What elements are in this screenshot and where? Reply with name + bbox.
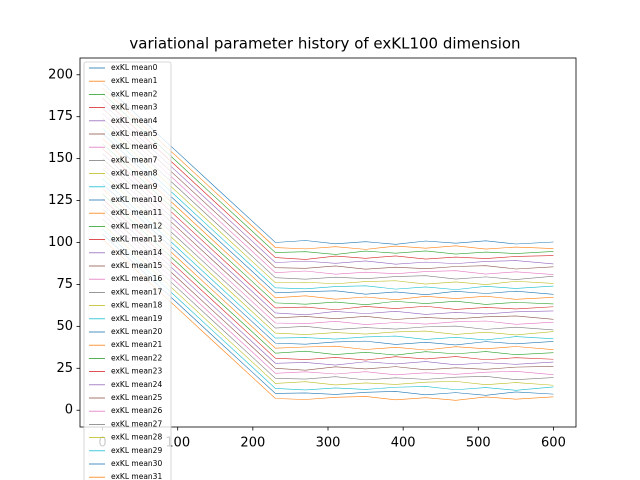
y-tick-label: 50 [56,319,73,334]
series-line [102,198,554,361]
series-line [102,133,554,295]
legend-label: exKL mean7 [111,155,158,164]
legend-label: exKL mean17 [111,287,162,296]
y-tick-label: 175 [48,109,73,124]
x-tick-label: 200 [240,436,265,451]
legend-label: exKL mean21 [111,340,162,349]
series-line [102,98,554,260]
series-line [102,148,554,311]
x-tick-label: 600 [541,436,566,451]
legend-label: exKL mean26 [111,406,162,415]
series-line [102,87,554,250]
series-line [102,238,554,401]
x-tick-label: 100 [165,436,190,451]
legend-label: exKL mean8 [111,169,158,178]
legend-label: exKL mean23 [111,367,162,376]
series-line [102,123,554,285]
legend-label: exKL mean3 [111,103,158,112]
x-tick-label: 300 [316,436,341,451]
legend-label: exKL mean20 [111,327,162,336]
series-line [102,113,554,275]
y-tick-label: 75 [56,277,73,292]
legend-label: exKL mean19 [111,314,162,323]
legend-label: exKL mean2 [111,89,158,98]
y-tick-label: 25 [56,361,73,376]
legend-label: exKL mean18 [111,301,162,310]
series-line [102,118,554,280]
series-line [102,143,554,306]
legend-label: exKL mean10 [111,195,162,204]
legend-label: exKL mean14 [111,248,162,257]
legend-label: exKL mean12 [111,221,162,230]
legend-label: exKL mean31 [111,472,162,480]
legend-label: exKL mean4 [111,116,158,125]
legend-label: exKL mean27 [111,419,162,428]
series-line [102,178,554,341]
series-line [102,203,554,366]
series-line [102,128,554,290]
legend-label: exKL mean22 [111,353,162,362]
series-line [102,92,554,255]
legend-label: exKL mean28 [111,433,162,442]
legend-label: exKL mean0 [111,63,158,72]
series-line [102,218,554,381]
y-tick-label: 100 [48,235,73,250]
legend-label: exKL mean13 [111,235,162,244]
series-line [102,223,554,386]
series-line [102,228,554,391]
legend-label: exKL mean24 [111,380,162,389]
legend-label: exKL mean16 [111,274,162,283]
series-line [102,153,554,316]
x-tick-label: 400 [391,436,416,451]
y-tick-label: 150 [48,151,73,166]
legend-label: exKL mean1 [111,76,158,85]
series-line [102,103,554,265]
series-line [102,213,554,376]
legend-label: exKL mean29 [111,446,162,455]
legend-label: exKL mean15 [111,261,162,270]
legend: exKL mean0 exKL mean1 exKL mean2 exKL mean3… [83,61,172,480]
legend-label: exKL mean6 [111,142,158,151]
series-line [102,82,554,245]
series-line [102,158,554,320]
series-line [102,193,554,356]
y-tick-label: 200 [48,67,73,82]
legend-label: exKL mean9 [111,182,158,191]
series-line [102,108,554,270]
legend-box [83,61,172,480]
legend-label: exKL mean11 [111,208,162,217]
series-line [102,168,554,331]
plot-lines [102,82,554,401]
legend-label: exKL mean25 [111,393,162,402]
chart-title: variational parameter history of exKL100… [129,35,520,53]
series-line [102,173,554,336]
series-line [102,233,554,396]
x-tick-label: 500 [466,436,491,451]
series-line [102,163,554,325]
series-line [102,138,554,300]
series-line [102,208,554,371]
series-line [102,183,554,346]
y-tick-label: 125 [48,193,73,208]
series-line [102,188,554,351]
legend-label: exKL mean30 [111,459,162,468]
legend-label: exKL mean5 [111,129,158,138]
y-tick-label: 0 [65,403,73,418]
